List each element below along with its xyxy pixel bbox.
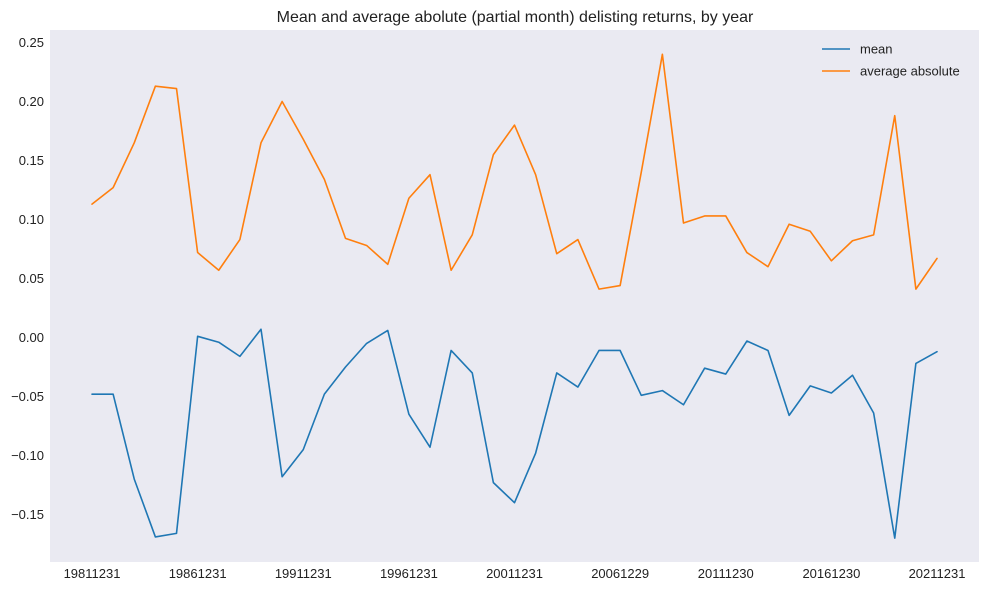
y-tick-label: −0.05 bbox=[11, 389, 44, 404]
y-tick-label: 0.05 bbox=[19, 271, 44, 286]
y-tick-label: 0.10 bbox=[19, 212, 44, 227]
x-tick-label: 20211231 bbox=[909, 566, 966, 581]
series-line-mean bbox=[91, 328, 938, 539]
x-tick-label: 19911231 bbox=[275, 566, 332, 581]
x-tick-label: 20161230 bbox=[802, 566, 860, 581]
y-tick-label: −0.10 bbox=[11, 448, 44, 463]
series-lines bbox=[91, 53, 938, 539]
x-tick-label: 19811231 bbox=[64, 566, 121, 581]
legend: mean average absolute bbox=[822, 42, 960, 79]
chart-title: Mean and average abolute (partial month)… bbox=[277, 9, 754, 26]
x-axis: 19811231 19861231 19911231 19961231 20011231… bbox=[64, 566, 966, 581]
y-tick-label: 0.00 bbox=[19, 330, 44, 345]
series-line-average-absolute bbox=[91, 53, 938, 290]
y-tick-label: 0.20 bbox=[19, 94, 44, 109]
y-tick-label: −0.15 bbox=[11, 507, 44, 522]
legend-label: average absolute bbox=[860, 64, 960, 79]
y-tick-label: 0.25 bbox=[19, 35, 44, 50]
x-tick-label: 20111230 bbox=[698, 566, 754, 581]
y-tick-label: 0.15 bbox=[19, 153, 44, 168]
x-tick-label: 20011231 bbox=[486, 566, 543, 581]
x-tick-label: 19961231 bbox=[380, 566, 438, 581]
plot-area bbox=[50, 30, 979, 562]
legend-label: mean bbox=[860, 42, 893, 57]
x-tick-label: 19861231 bbox=[169, 566, 227, 581]
x-tick-label: 20061229 bbox=[591, 566, 649, 581]
y-axis: 0.25 0.20 0.15 0.10 0.05 0.00 −0.05 −0.10 −0.15 bbox=[11, 35, 44, 522]
